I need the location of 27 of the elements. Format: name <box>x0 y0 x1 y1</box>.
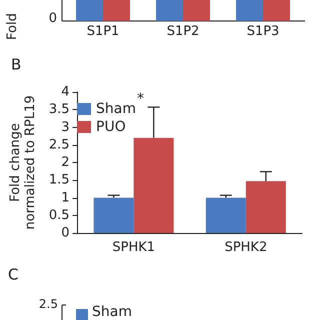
y-tick-label: 2 <box>61 155 70 170</box>
category-label: S1P2 <box>166 24 200 39</box>
bar <box>94 198 134 233</box>
y-tick-label: 4 <box>61 84 70 100</box>
legend-label: PUO <box>96 119 126 135</box>
category-label: S1P1 <box>86 24 120 39</box>
legend-label: Sham <box>96 101 136 117</box>
y-tick-label: 1 <box>61 190 70 206</box>
bar <box>134 138 174 233</box>
text: C <box>8 266 18 284</box>
bar <box>206 198 246 233</box>
text: Sham <box>92 304 132 320</box>
x-tick-label: SPHK1 <box>112 240 156 255</box>
y-tick-label: 0.5 <box>48 208 70 223</box>
y-tick-label: 3 <box>61 120 70 135</box>
y-tick-label: 3.5 <box>48 102 70 118</box>
text: 2.5 <box>38 297 58 311</box>
x-tick-label: SPHK2 <box>224 240 268 255</box>
chart-title: B <box>11 56 22 74</box>
bar <box>246 181 286 233</box>
y-axis-title: Fold change normalized to RPL19 <box>8 95 38 230</box>
y-tick-label: 0 <box>61 226 70 240</box>
text: Fold <box>5 13 20 40</box>
y-tick-label: 2.5 <box>48 137 70 152</box>
annotation: * <box>137 91 144 107</box>
category-label: S1P3 <box>246 24 280 39</box>
y-tick-label: 1.5 <box>48 172 70 188</box>
